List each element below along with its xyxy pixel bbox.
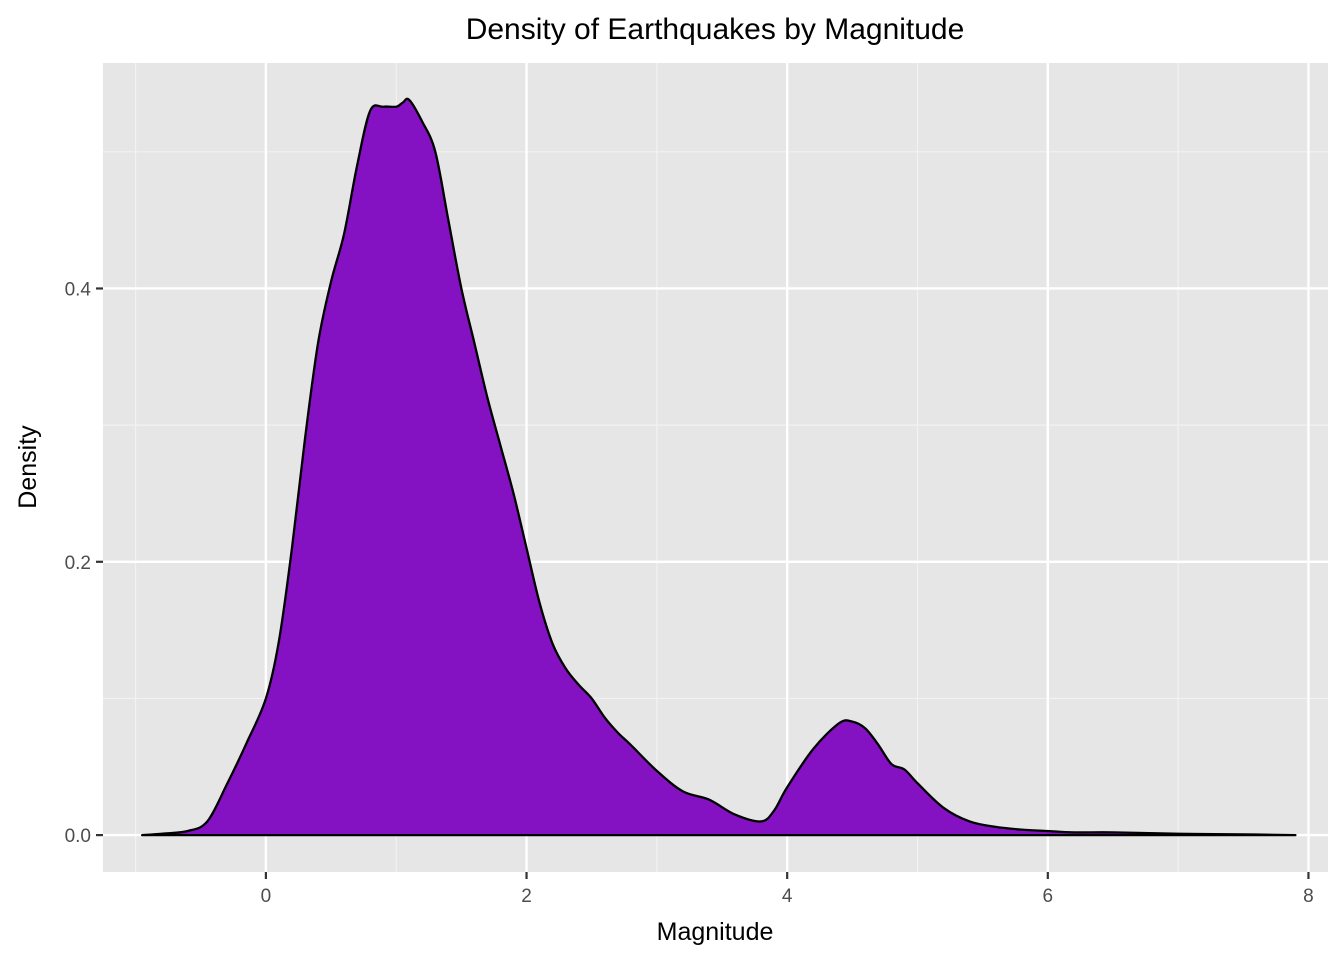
x-tick-label: 2 bbox=[521, 886, 532, 907]
x-axis-ticks: 0 2 4 6 8 bbox=[261, 872, 1314, 907]
density-line bbox=[140, 97, 1297, 837]
x-tick-label: 4 bbox=[782, 886, 793, 907]
y-axis-title: Density bbox=[14, 425, 42, 509]
density-area bbox=[142, 98, 1296, 836]
chart-title: Density of Earthquakes by Magnitude bbox=[466, 13, 965, 46]
y-tick-label: 0.2 bbox=[65, 553, 91, 574]
y-tick-label: 0.4 bbox=[65, 279, 92, 300]
x-tick-label: 0 bbox=[261, 886, 272, 907]
x-tick-label: 8 bbox=[1303, 886, 1314, 907]
y-tick-label: 0.0 bbox=[65, 826, 91, 847]
x-tick-label: 6 bbox=[1043, 886, 1054, 907]
y-axis-ticks: 0.0 0.2 0.4 bbox=[65, 279, 103, 847]
x-axis-title: Magnitude bbox=[657, 918, 774, 946]
